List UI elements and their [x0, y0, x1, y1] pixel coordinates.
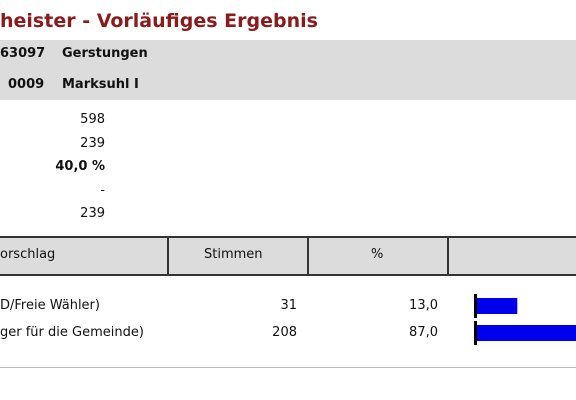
col-divider	[307, 236, 309, 274]
bar-axis	[474, 321, 477, 345]
summary-value: 40,0 %	[55, 159, 105, 174]
col-divider	[167, 236, 169, 274]
column-header: %	[371, 247, 384, 262]
percent: 87,0	[409, 325, 438, 340]
page-title: heister - Vorläufiges Ergebnis	[0, 10, 318, 32]
summary-value: 598	[80, 112, 105, 127]
column-header: Stimmen	[204, 247, 263, 262]
bar	[477, 325, 576, 341]
info-band	[0, 40, 576, 100]
bar-cell	[474, 294, 518, 318]
district-code: 0009	[8, 77, 45, 92]
region-code: 63097	[0, 46, 46, 61]
summary-value: -	[100, 182, 105, 198]
col-divider	[447, 236, 449, 274]
party-name: ger für die Gemeinde)	[0, 325, 144, 340]
region-name: Gerstungen	[62, 46, 148, 61]
summary-value: 239	[80, 135, 105, 151]
column-header: orschlag	[0, 247, 56, 262]
summary-value: 239	[80, 206, 105, 221]
separator	[0, 367, 576, 368]
party-name: D/Freie Wähler)	[0, 298, 100, 313]
votes: 31	[280, 298, 297, 313]
bar	[477, 298, 518, 314]
table-header	[0, 236, 576, 276]
bar-cell	[474, 321, 576, 345]
district-name: Marksuhl I	[62, 77, 139, 92]
bar-axis	[474, 294, 477, 318]
percent: 13,0	[409, 298, 438, 313]
votes: 208	[272, 325, 297, 340]
